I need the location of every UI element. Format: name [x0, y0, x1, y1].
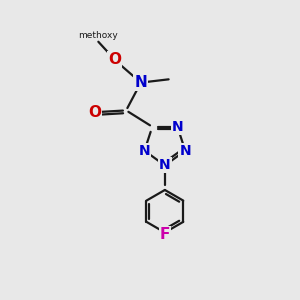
Text: methoxy: methoxy [79, 31, 118, 40]
Text: N: N [172, 120, 183, 134]
Text: N: N [159, 158, 171, 172]
Text: O: O [88, 104, 101, 119]
Text: N: N [179, 144, 191, 158]
Text: N: N [139, 144, 150, 158]
Text: N: N [134, 75, 147, 90]
Text: F: F [160, 227, 170, 242]
Text: O: O [108, 52, 121, 68]
